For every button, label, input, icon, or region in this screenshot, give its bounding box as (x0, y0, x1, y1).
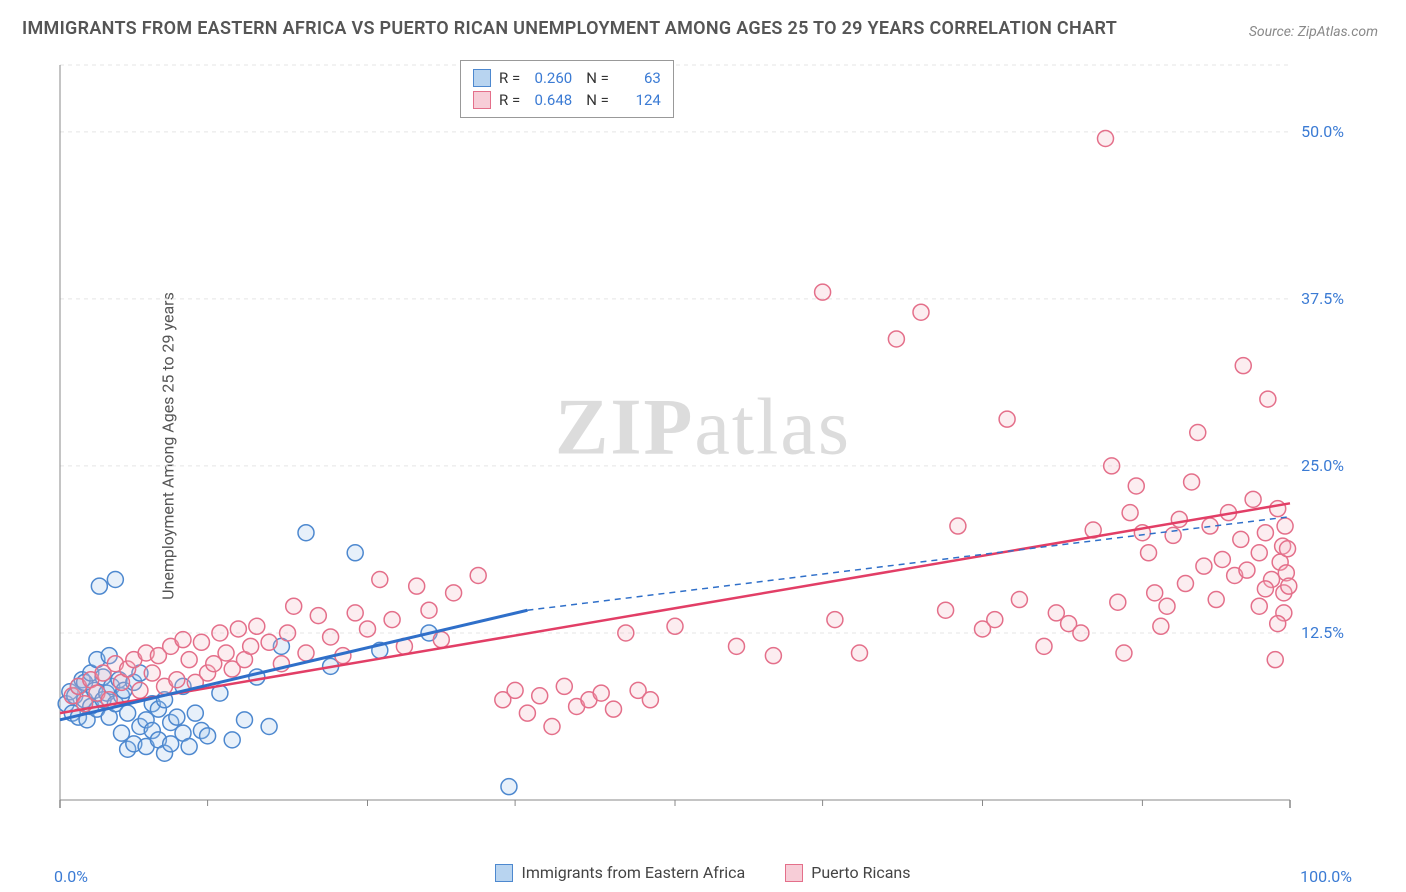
x-axis-min-label: 0.0% (54, 867, 88, 886)
r-label: R = (499, 91, 520, 109)
legend-swatch (473, 91, 491, 109)
r-label: R = (499, 69, 520, 87)
legend-row: R =0.648 N =124 (473, 89, 661, 111)
x-axis-max-label: 100.0% (1300, 867, 1352, 886)
legend-swatch (785, 864, 803, 882)
svg-text:50.0%: 50.0% (1301, 122, 1344, 141)
legend-swatch (473, 69, 491, 87)
n-value: 63 (613, 69, 661, 87)
n-label: N = (586, 69, 609, 87)
scatter-plot: 12.5% 25.0% 37.5% 50.0% (50, 55, 1350, 840)
legend-row: R =0.260 N =63 (473, 67, 661, 89)
n-label: N = (586, 91, 609, 109)
chart-title: IMMIGRANTS FROM EASTERN AFRICA VS PUERTO… (22, 18, 1117, 39)
legend-label: Puerto Ricans (811, 863, 910, 882)
correlation-legend: R =0.260 N =63 R =0.648 N =124 (460, 60, 674, 118)
svg-text:12.5%: 12.5% (1301, 623, 1344, 642)
series-legend: Immigrants from Eastern Africa Puerto Ric… (0, 863, 1406, 882)
plot-svg: 12.5% 25.0% 37.5% 50.0% (50, 55, 1350, 840)
legend-text: R =0.260 N =63 (499, 69, 661, 87)
legend-item: Immigrants from Eastern Africa (495, 863, 745, 882)
n-value: 124 (613, 91, 661, 109)
legend-label: Immigrants from Eastern Africa (521, 863, 745, 882)
legend-text: R =0.648 N =124 (499, 91, 661, 109)
source-attribution: Source: ZipAtlas.com (1249, 24, 1378, 40)
r-value: 0.260 (524, 69, 572, 87)
svg-text:25.0%: 25.0% (1301, 456, 1344, 475)
r-value: 0.648 (524, 91, 572, 109)
legend-swatch (495, 864, 513, 882)
legend-item: Puerto Ricans (785, 863, 910, 882)
svg-text:37.5%: 37.5% (1301, 289, 1344, 308)
